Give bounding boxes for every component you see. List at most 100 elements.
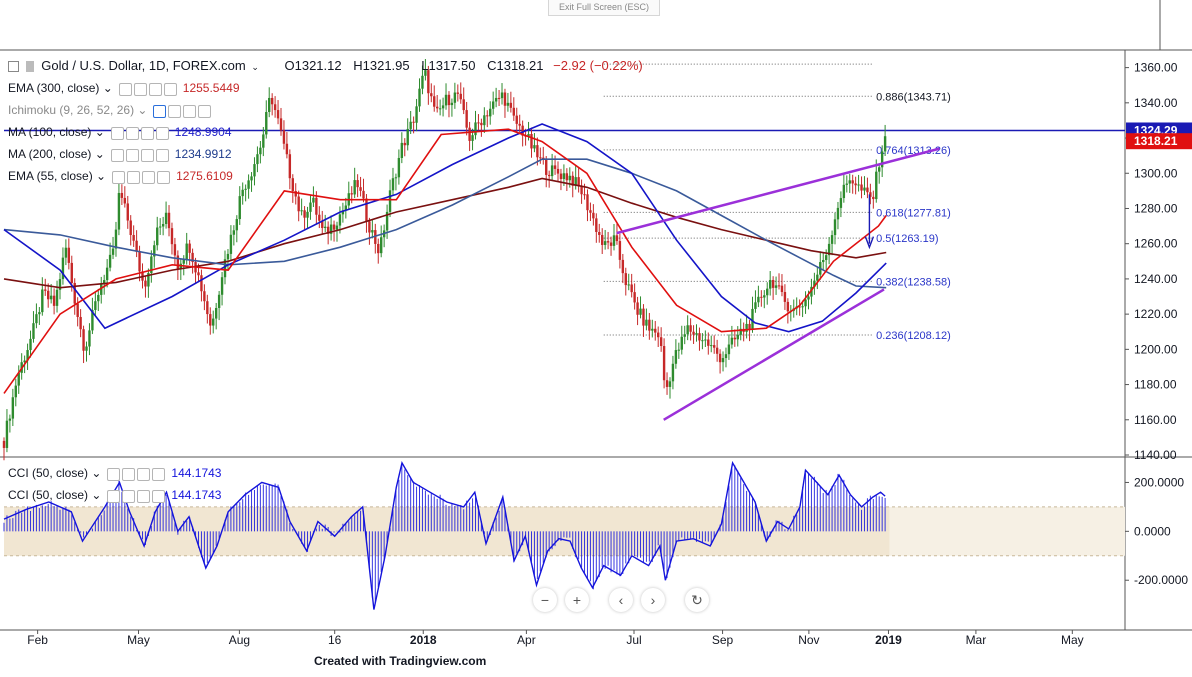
legend-settings-icon[interactable] xyxy=(122,467,136,481)
legend-settings-icon[interactable] xyxy=(155,148,169,162)
symbol-name[interactable]: Gold / U.S. Dollar, 1D, FOREX.com xyxy=(41,58,246,73)
time-tick-label: Jul xyxy=(626,633,641,647)
legend-settings-icon[interactable] xyxy=(122,489,136,503)
candle-body xyxy=(385,211,389,231)
legend-settings-icon[interactable] xyxy=(152,467,166,481)
candle-body xyxy=(108,254,112,268)
indicator-legend-label[interactable]: EMA (55, close) ⌄ xyxy=(8,169,107,183)
legend-settings-icon[interactable] xyxy=(125,148,139,162)
legend-settings-icon[interactable] xyxy=(183,104,197,118)
indicator-legend-buttons[interactable] xyxy=(110,126,171,140)
candle-body xyxy=(129,220,132,236)
legend-settings-icon[interactable] xyxy=(140,148,154,162)
candle-body xyxy=(515,115,518,124)
candle-body xyxy=(73,282,76,304)
legend-settings-icon[interactable] xyxy=(118,82,132,96)
legend-settings-icon[interactable] xyxy=(157,170,171,184)
legend-settings-icon[interactable] xyxy=(137,489,151,503)
indicator-legend-buttons[interactable] xyxy=(153,104,213,118)
legend-settings-icon[interactable] xyxy=(148,82,162,96)
candle-body xyxy=(158,226,162,228)
candle-body xyxy=(214,308,218,319)
legend-settings-icon[interactable] xyxy=(137,467,151,481)
indicator-legend-buttons[interactable] xyxy=(112,170,172,184)
candle-body xyxy=(453,92,457,103)
candle-body xyxy=(830,235,834,244)
candle-body xyxy=(117,192,121,230)
candle-body xyxy=(135,240,138,252)
candle-body xyxy=(350,193,353,195)
candle-body xyxy=(804,299,807,307)
time-tick-label: Sep xyxy=(712,633,734,647)
candle-body xyxy=(394,177,398,179)
legend-settings-icon[interactable] xyxy=(153,104,167,118)
indicator-legend-label[interactable]: Ichimoku (9, 26, 52, 26) ⌄ xyxy=(8,103,148,117)
indicator-legend-label[interactable]: MA (200, close) ⌄ xyxy=(8,147,105,161)
legend-settings-icon[interactable] xyxy=(112,170,126,184)
indicator-legend-label[interactable]: MA (100, close) ⌄ xyxy=(8,125,105,139)
indicator-legend[interactable]: Ichimoku (9, 26, 52, 26) ⌄ xyxy=(8,103,217,118)
candle-body xyxy=(138,251,141,272)
zoom-out-button[interactable]: − xyxy=(533,588,557,612)
chevron-down-icon[interactable]: ⌄ xyxy=(251,62,259,72)
legend-settings-icon[interactable] xyxy=(110,126,124,140)
cci-legend-label[interactable]: CCI (50, close) ⌄ xyxy=(8,466,102,480)
indicator-legend-value: 1255.5449 xyxy=(182,81,240,95)
legend-settings-icon[interactable] xyxy=(142,170,156,184)
cci-line xyxy=(3,460,886,610)
candle-body xyxy=(300,210,303,212)
reset-chart-button[interactable]: ↻ xyxy=(685,588,709,612)
candle-body xyxy=(217,294,221,309)
ma200-line xyxy=(3,158,887,289)
cci-legend-buttons[interactable] xyxy=(107,467,167,481)
candle-body xyxy=(757,296,760,303)
candle-body xyxy=(724,354,728,359)
candle-body xyxy=(459,93,462,100)
candle-body xyxy=(630,284,633,293)
legend-settings-icon[interactable] xyxy=(152,489,166,503)
candle-body xyxy=(680,336,683,350)
candle-body xyxy=(562,173,566,180)
zoom-in-button[interactable]: + xyxy=(565,588,589,612)
candle-body xyxy=(568,175,571,181)
scroll-right-button[interactable]: › xyxy=(641,588,665,612)
cci-legend[interactable]: CCI (50, close) ⌄ 144.1743 xyxy=(8,488,221,503)
exit-fullscreen-banner[interactable]: Exit Full Screen (ESC) xyxy=(548,0,660,16)
candle-body xyxy=(807,296,810,300)
cci-legend[interactable]: CCI (50, close) ⌄ 144.1743 xyxy=(8,466,221,481)
cci-legend-buttons[interactable] xyxy=(107,489,167,503)
candle-body xyxy=(489,108,492,117)
cci-legend-label[interactable]: CCI (50, close) ⌄ xyxy=(8,488,102,502)
candle-body xyxy=(689,325,692,332)
candle-body xyxy=(291,178,294,192)
legend-settings-icon[interactable] xyxy=(107,467,121,481)
indicator-legend[interactable]: EMA (55, close) ⌄ 1275.6109 xyxy=(8,169,233,184)
indicator-legend[interactable]: EMA (300, close) ⌄ 1255.5449 xyxy=(8,81,240,96)
candle-body xyxy=(49,295,53,300)
legend-settings-icon[interactable] xyxy=(107,489,121,503)
candle-body xyxy=(450,102,454,106)
legend-settings-icon[interactable] xyxy=(168,104,182,118)
legend-settings-icon[interactable] xyxy=(133,82,147,96)
candle-body xyxy=(265,112,268,135)
indicator-legend-label[interactable]: EMA (300, close) ⌄ xyxy=(8,81,113,95)
collapse-icon[interactable] xyxy=(8,61,19,73)
ohlc-high: H1321.95 xyxy=(353,58,410,73)
indicator-legend-buttons[interactable] xyxy=(110,148,171,162)
legend-settings-icon[interactable] xyxy=(140,126,154,140)
indicator-legend[interactable]: MA (200, close) ⌄ 1234.9912 xyxy=(8,147,232,162)
scroll-left-button[interactable]: ‹ xyxy=(609,588,633,612)
legend-settings-icon[interactable] xyxy=(163,82,177,96)
legend-settings-icon[interactable] xyxy=(155,126,169,140)
indicator-legend-buttons[interactable] xyxy=(118,82,179,96)
price-change: −2.92 (−0.22%) xyxy=(553,58,643,73)
legend-settings-icon[interactable] xyxy=(125,126,139,140)
legend-settings-icon[interactable] xyxy=(110,148,124,162)
legend-settings-icon[interactable] xyxy=(198,104,212,118)
indicator-legend[interactable]: MA (100, close) ⌄ 1248.9904 xyxy=(8,125,232,140)
fib-level-label: 0.5(1263.19) xyxy=(876,233,938,245)
legend-settings-icon[interactable] xyxy=(127,170,141,184)
candle-body xyxy=(712,345,716,348)
candle-body xyxy=(780,285,784,293)
